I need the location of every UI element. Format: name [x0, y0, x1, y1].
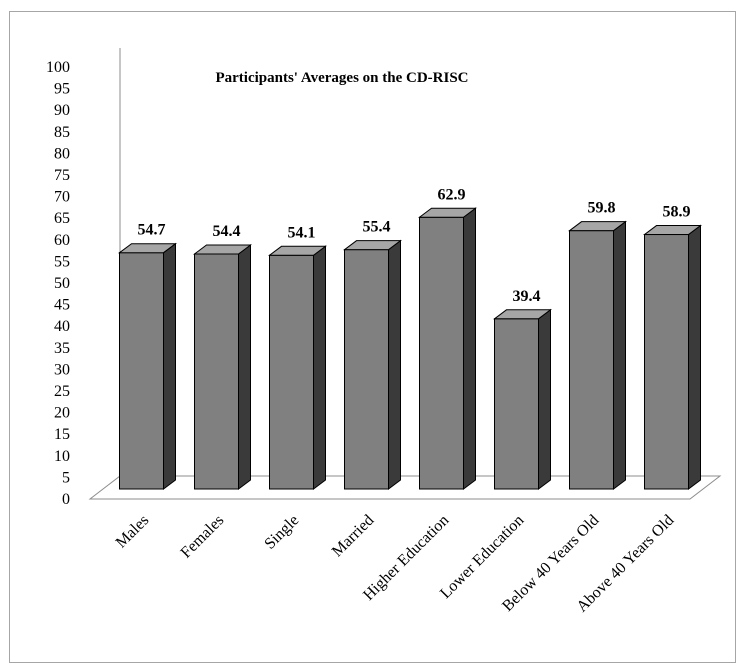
- y-tick-label: 20: [54, 405, 70, 422]
- bar-front: [194, 253, 239, 490]
- y-tick-label: 55: [54, 253, 70, 270]
- y-tick-label: 70: [54, 189, 70, 206]
- y-tick-label: 85: [54, 124, 70, 141]
- data-label: 55.4: [363, 219, 391, 236]
- bar-chart: 0 5 10 15 20 25 30 35 40 45 50 55 60 65 70 75 80 85 90 95 10…: [46, 48, 722, 616]
- bar-side: [463, 207, 476, 490]
- bar-top: [268, 245, 327, 256]
- bar: [493, 308, 552, 490]
- data-label: 59.8: [588, 200, 616, 217]
- bar-front: [344, 249, 389, 490]
- bar-side: [688, 224, 701, 490]
- y-tick-label: 15: [54, 426, 70, 443]
- bar-top: [493, 309, 552, 320]
- y-tick-label: 75: [54, 167, 70, 184]
- x-tick-label: Single: [261, 512, 302, 553]
- data-label: 54.4: [213, 223, 241, 240]
- bar-front: [419, 216, 464, 490]
- bar-top: [418, 207, 477, 218]
- bar-side: [238, 243, 251, 490]
- bar: [418, 207, 477, 490]
- data-label: 58.9: [663, 204, 691, 221]
- bar-top: [343, 240, 402, 251]
- bar-side: [163, 242, 176, 490]
- bar-front: [494, 318, 539, 490]
- y-tick-label: 60: [54, 232, 70, 249]
- y-tick-label: 5: [62, 469, 70, 486]
- bar-side: [313, 245, 326, 490]
- y-tick-label: 50: [54, 275, 70, 292]
- bar: [568, 220, 627, 490]
- y-tick-label: 25: [54, 383, 70, 400]
- y-tick-label: 0: [62, 491, 70, 508]
- y-tick-label: 40: [54, 318, 70, 335]
- bar-side: [613, 220, 626, 490]
- bar-front: [569, 230, 614, 490]
- bar: [343, 239, 402, 490]
- x-tick-label: Males: [113, 512, 153, 552]
- data-label: 39.4: [513, 288, 541, 305]
- y-tick-label: 35: [54, 340, 70, 357]
- y-tick-label: 10: [54, 448, 70, 465]
- bar-front: [269, 254, 314, 490]
- y-tick-label: 90: [54, 102, 70, 119]
- y-tick-label: 65: [54, 210, 70, 227]
- x-tick-label: Married: [329, 512, 377, 560]
- bar-top: [568, 221, 627, 232]
- chart-title: Participants' Averages on the CD-RISC: [215, 70, 468, 86]
- bar-top: [118, 243, 177, 254]
- y-tick-label: 30: [54, 361, 70, 378]
- bar: [118, 242, 177, 490]
- bar-front: [644, 234, 689, 490]
- bars-layer: [118, 207, 702, 490]
- bar: [193, 243, 252, 490]
- bar-top: [643, 225, 702, 236]
- chart-frame: 0 5 10 15 20 25 30 35 40 45 50 55 60 65 70 75 80 85 90 95 10…: [9, 11, 736, 663]
- y-tick-label: 100: [46, 59, 70, 76]
- y-tick-label: 95: [54, 81, 70, 98]
- bar-top: [193, 244, 252, 255]
- data-label: 54.1: [288, 224, 316, 241]
- data-label: 54.7: [138, 222, 166, 239]
- bar-front: [119, 252, 164, 490]
- bar: [268, 245, 327, 490]
- bar-side: [538, 308, 551, 490]
- bar: [643, 224, 702, 490]
- x-tick-label: Females: [178, 512, 228, 562]
- bar-side: [388, 239, 401, 490]
- data-label: 62.9: [438, 186, 466, 203]
- y-tick-label: 80: [54, 145, 70, 162]
- y-tick-label: 45: [54, 297, 70, 314]
